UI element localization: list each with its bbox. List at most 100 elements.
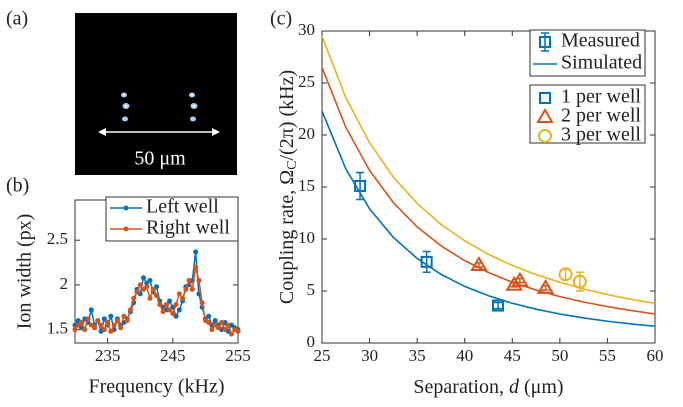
x-tick-label: 245 [160, 346, 186, 365]
point [176, 307, 182, 313]
y-tick-label: 2 [60, 274, 69, 293]
simulated-curve [321, 110, 656, 328]
point [215, 325, 221, 331]
x-tick-label: 50 [551, 346, 568, 365]
marker [536, 278, 555, 294]
point [180, 295, 186, 301]
point [134, 289, 140, 295]
point [196, 277, 202, 283]
point [118, 325, 124, 331]
y-tick-label: 5 [307, 280, 316, 299]
error-bar [356, 171, 365, 201]
point [167, 298, 173, 304]
simulated-curve [321, 35, 656, 305]
point [193, 249, 199, 255]
y-axis-label: Coupling rate, ΩC/(2π) (kHz) [276, 70, 301, 304]
x-tick-label: 40 [456, 346, 473, 365]
point [140, 275, 146, 281]
marker [492, 299, 505, 312]
marker [470, 256, 488, 271]
panel-label: (c) [270, 8, 292, 30]
point [160, 309, 166, 315]
y-tick-label: 25 [298, 72, 315, 91]
y-tick-label: 2.5 [47, 229, 68, 248]
point [101, 327, 107, 333]
point [108, 313, 114, 319]
legend-label: 1 per well [561, 86, 641, 108]
legend-label: 2 per well [561, 105, 641, 127]
point [212, 318, 218, 324]
x-tick-label: 30 [361, 346, 378, 365]
point [176, 291, 182, 297]
point [228, 331, 234, 337]
plot-frame [321, 30, 656, 344]
scale-label: 50 μm [134, 148, 186, 170]
y-axis-label-part: C [285, 160, 300, 169]
legend-label: Simulated [561, 52, 642, 74]
legend-label: Right well [146, 217, 230, 239]
marker [511, 271, 529, 287]
point [95, 318, 101, 324]
point [173, 302, 179, 308]
error-bar [494, 301, 503, 310]
point [193, 264, 199, 270]
point [101, 316, 107, 322]
point [225, 322, 231, 328]
point [92, 325, 98, 331]
y-tick-label: 1.5 [47, 319, 68, 338]
point [111, 322, 117, 328]
point [222, 327, 228, 333]
scale-arrow [98, 128, 220, 136]
legend-label: Left well [146, 196, 219, 218]
point [114, 318, 120, 324]
marker [420, 255, 433, 268]
point [131, 295, 137, 301]
ion-image: 50 μm [75, 13, 237, 175]
point [105, 319, 111, 325]
legend-label: Measured [561, 30, 640, 52]
point [72, 327, 78, 333]
point [154, 293, 159, 299]
x-axis-label-part: Separation, [413, 376, 509, 398]
point [170, 311, 176, 317]
point [163, 302, 169, 308]
marker [558, 267, 573, 282]
x-tick-label: 45 [504, 346, 521, 365]
point [147, 277, 153, 283]
x-tick-label: 255 [225, 346, 251, 365]
point [98, 322, 104, 328]
marker [505, 275, 523, 291]
error-bar [561, 268, 570, 281]
x-tick-label: 35 [409, 346, 426, 365]
marker [572, 274, 587, 289]
x-tick-label: 25 [314, 346, 331, 365]
point [108, 328, 114, 334]
x-axis-label: Separation, d (μm) [413, 376, 563, 398]
point [189, 286, 195, 292]
y-axis-label-part: Coupling rate, Ω [276, 170, 298, 304]
point [206, 319, 212, 325]
x-axis-label: Frequency (kHz) [88, 376, 224, 398]
legend-marker [123, 205, 129, 211]
x-axis-label-part: d [509, 376, 520, 398]
y-axis-label-part: /(2π) (kHz) [276, 70, 298, 161]
point [150, 286, 156, 292]
point [88, 307, 94, 313]
marker [354, 179, 367, 192]
point [183, 286, 189, 292]
point [209, 327, 215, 333]
y-tick-label: 0 [307, 332, 316, 351]
y-tick-label: 10 [298, 228, 315, 247]
point [147, 295, 153, 301]
legend-marker [539, 36, 551, 48]
simulated-curve [321, 67, 656, 315]
point [199, 300, 205, 306]
image-background [75, 13, 237, 175]
point [144, 284, 150, 290]
legend-box [105, 196, 239, 242]
point [82, 327, 88, 333]
x-tick-label: 55 [599, 346, 616, 365]
marker [538, 129, 552, 143]
ion-cores [123, 94, 196, 108]
